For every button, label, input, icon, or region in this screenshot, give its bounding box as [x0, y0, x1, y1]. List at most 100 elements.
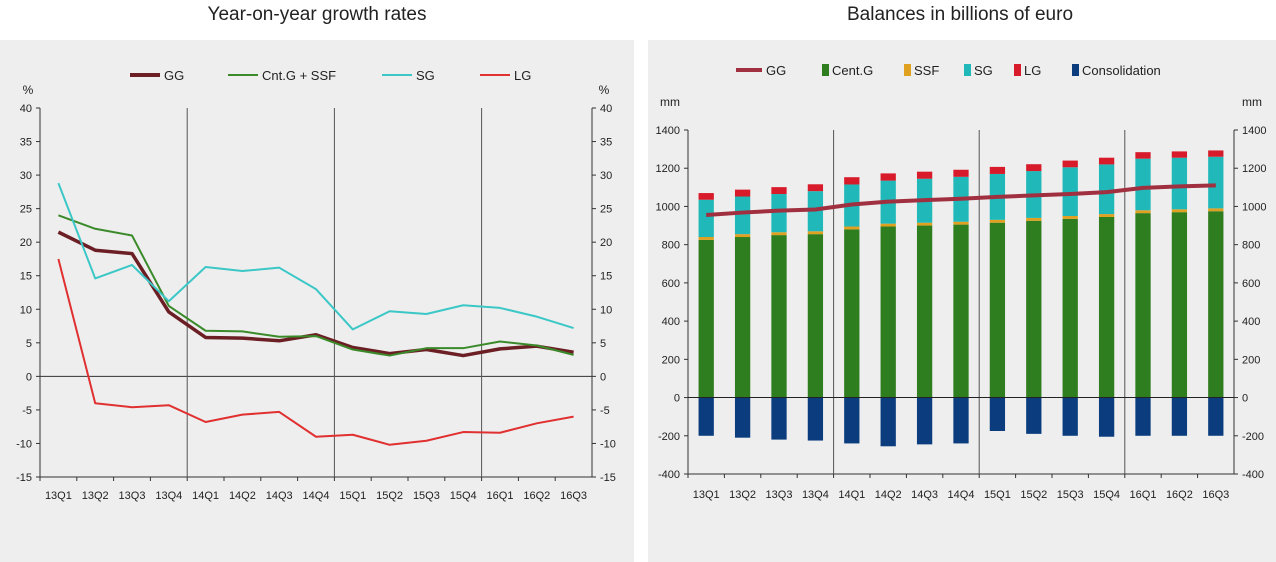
- y-tick-label-right: 0: [600, 371, 606, 383]
- bar-consolidation: [698, 397, 714, 436]
- growth-rates-svg: -15 -15 -10 -10 -5 -5 0 0 5 5 10 10 15 15 20 20 25 25 30 30…: [16, 68, 616, 502]
- bar-consolidation: [771, 397, 787, 440]
- bar-consolidation: [1171, 397, 1188, 436]
- x-tick-label: 16Q2: [523, 490, 550, 502]
- x-tick-label: 16Q3: [1202, 489, 1229, 501]
- bar-cent-g: [771, 235, 787, 398]
- x-tick-label: 16Q2: [1166, 489, 1193, 501]
- x-tick-label: 13Q2: [729, 489, 756, 501]
- bar-consolidation: [880, 397, 896, 447]
- x-tick-label: 13Q4: [155, 490, 182, 502]
- x-tick-label: 13Q4: [802, 489, 829, 501]
- x-tick-label: 13Q2: [82, 490, 109, 502]
- y-tick-label-left: 1400: [656, 125, 680, 137]
- legend-swatch: [822, 64, 829, 76]
- y-tick-label-left: 35: [20, 137, 32, 149]
- y-tick-label-left: 400: [662, 316, 680, 328]
- growth-rates-chart: -15 -15 -10 -10 -5 -5 0 0 5 5 10 10 15 15 20 20 25 25 30 30…: [0, 40, 634, 562]
- bar-ssf: [1208, 208, 1224, 212]
- bar-ssf: [880, 223, 896, 227]
- bar-ssf: [807, 231, 824, 235]
- y-tick-label-right: -5: [600, 405, 610, 417]
- series-line-sg: [57, 182, 574, 331]
- bar-lg: [1026, 164, 1042, 172]
- series-line-gg: [57, 230, 574, 358]
- y-tick-label-left: 0: [26, 371, 32, 383]
- legend-label: Cent.G: [832, 63, 873, 78]
- y-axis-label-left: mm: [660, 95, 680, 109]
- y-tick-label-right: 800: [1242, 240, 1260, 252]
- y-tick-label-left: 200: [662, 354, 680, 366]
- bar-consolidation: [1135, 397, 1151, 436]
- bar-sg: [1062, 167, 1078, 216]
- x-tick-label: 14Q4: [948, 489, 975, 501]
- x-tick-label: 15Q2: [376, 490, 403, 502]
- bar-cent-g: [807, 234, 824, 398]
- bar-ssf: [1135, 210, 1151, 214]
- y-tick-label-left: 15: [20, 271, 32, 283]
- x-tick-label: 16Q3: [560, 490, 587, 502]
- y-tick-label-right: 5: [600, 338, 606, 350]
- bar-lg: [1062, 160, 1078, 168]
- y-tick-label-left: 1200: [656, 163, 680, 175]
- x-tick-label: 15Q2: [1020, 489, 1047, 501]
- bar-ssf: [916, 222, 933, 226]
- bar-cent-g: [1171, 212, 1188, 398]
- bar-cent-g: [880, 226, 896, 398]
- x-tick-label: 15Q4: [1093, 489, 1120, 501]
- y-tick-label-right: -10: [600, 438, 616, 450]
- bar-lg: [1135, 152, 1151, 159]
- y-tick-label-right: 600: [1242, 278, 1260, 290]
- balances-chart: -400 -400 -200 -200 0 0 200 200 400 400 600 600 800 8…: [648, 40, 1276, 562]
- legend-label: LG: [1024, 63, 1041, 78]
- bar-consolidation: [1062, 397, 1078, 436]
- bar-lg: [807, 184, 824, 192]
- y-tick-label-right: -400: [1242, 469, 1264, 481]
- series-line-lg: [57, 258, 574, 446]
- y-tick-label-right: 40: [600, 103, 612, 115]
- legend-label: Consolidation: [1082, 63, 1161, 78]
- y-tick-label-left: 40: [20, 103, 32, 115]
- legend-label: Cnt.G + SSF: [262, 68, 336, 83]
- bar-cent-g: [734, 237, 751, 398]
- x-tick-label: 13Q3: [766, 489, 793, 501]
- bar-lg: [844, 177, 860, 185]
- x-tick-label: 15Q4: [450, 490, 477, 502]
- bar-cent-g: [989, 222, 1006, 398]
- bar-lg: [1171, 151, 1188, 158]
- legend-label: SG: [416, 68, 435, 83]
- legend-label: SG: [974, 63, 993, 78]
- bar-lg: [880, 173, 896, 181]
- bar-sg: [1098, 164, 1115, 215]
- bar-chart-title: Balances in billions of euro: [846, 4, 1074, 25]
- x-tick-label: 15Q1: [339, 490, 366, 502]
- bar-lg: [953, 169, 969, 177]
- y-tick-label-right: 1000: [1242, 201, 1266, 213]
- series-line-gg: [706, 183, 1216, 218]
- y-tick-label-left: -400: [658, 469, 680, 481]
- bar-ssf: [1062, 216, 1078, 219]
- x-tick-label: 13Q1: [45, 490, 72, 502]
- bar-consolidation: [807, 397, 824, 441]
- x-tick-label: 13Q1: [693, 489, 720, 501]
- y-tick-label-left: 600: [662, 278, 680, 290]
- bar-ssf: [953, 221, 969, 225]
- bar-ssf: [698, 237, 714, 240]
- y-axis-label-right: %: [599, 83, 610, 97]
- y-tick-label-left: 0: [674, 393, 680, 405]
- y-tick-label-left: -10: [16, 438, 32, 450]
- x-tick-label: 13Q3: [119, 490, 146, 502]
- y-tick-label-left: -200: [658, 431, 680, 443]
- y-tick-label-right: 1400: [1242, 125, 1266, 137]
- legend-label: SSF: [914, 63, 939, 78]
- y-tick-label-left: 5: [26, 338, 32, 350]
- y-tick-label-right: 0: [1242, 393, 1248, 405]
- line-chart-title: Year-on-year growth rates: [207, 4, 427, 25]
- bar-cent-g: [953, 224, 969, 398]
- y-tick-label-right: -200: [1242, 431, 1264, 443]
- y-axis-label-right: mm: [1242, 95, 1262, 109]
- y-tick-label-right: 10: [600, 304, 612, 316]
- bar-sg: [698, 199, 714, 238]
- x-tick-label: 14Q1: [192, 490, 219, 502]
- legend-label: GG: [164, 68, 184, 83]
